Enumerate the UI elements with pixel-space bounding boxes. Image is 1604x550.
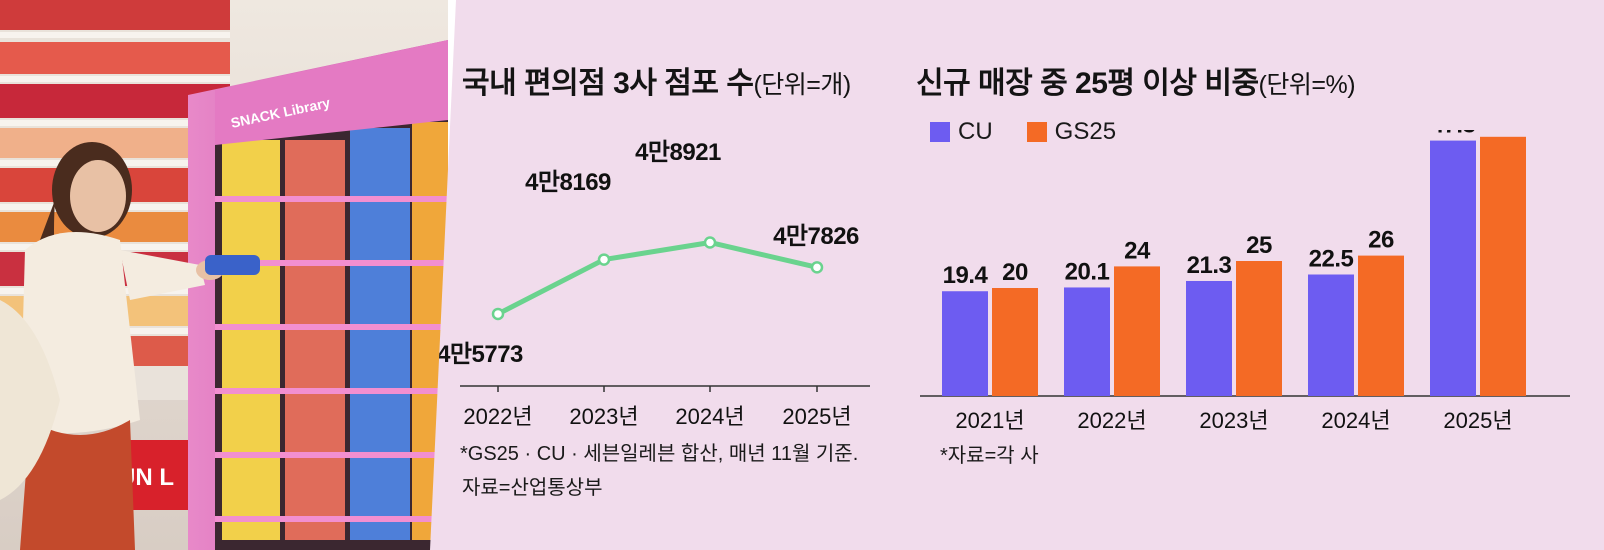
bar-x-label-1: 2022년 (1077, 408, 1146, 430)
bar-value-label-gs25-1: 24 (1124, 237, 1151, 264)
legend-label-gs25: GS25 (1054, 118, 1117, 145)
bar-cu-1 (1064, 287, 1110, 396)
snack-fixture: SNACK Library (188, 40, 448, 550)
line-value-label-1: 4만8169 (525, 169, 611, 196)
line-chart: 4만5773 4만8169 4만8921 4만7826 2022년 2023년 2024년 2… (437, 139, 870, 429)
bar-chart-unit: (단위=%) (1258, 71, 1356, 99)
line-point-2 (703, 236, 717, 249)
line-x-label-3: 2025년 (782, 404, 851, 429)
line-value-label-3: 4만7826 (773, 223, 859, 250)
bar-x-label-0: 2021년 (955, 408, 1024, 430)
bar-value-label-cu-4: 47.3 (1431, 130, 1476, 139)
bar-chart-title: 신규 매장 중 25평 이상 비중(단위=%) (916, 58, 1356, 102)
line-chart-note: *GS25 · CU · 세븐일레븐 합산, 매년 11월 기준. (460, 443, 859, 465)
line-value-label-2: 4만8921 (635, 139, 721, 166)
bar-chart-legend: CU GS25 (930, 118, 1116, 146)
bar-chart: 19.4 20 2021년 20.1 24 2022년 21.3 25 2023년 22.5 26 2… (920, 130, 1570, 430)
bar-value-label-gs25-2: 25 (1246, 232, 1272, 259)
bar-gs25-3 (1358, 255, 1404, 396)
line-value-label-0: 4만5773 (437, 341, 523, 368)
legend-label-cu: CU (958, 118, 993, 145)
line-chart-title-text: 국내 편의점 3사 점포 수 (462, 67, 754, 100)
bar-value-label-cu-3: 22.5 (1309, 246, 1354, 273)
bar-value-label-cu-2: 21.3 (1187, 252, 1232, 279)
shopper-figure (0, 142, 260, 550)
bar-cu-2 (1186, 280, 1232, 396)
store-photo: UN L SNACK Library (0, 0, 448, 550)
bar-value-label-gs25-0: 20 (1002, 259, 1028, 286)
line-x-label-1: 2023년 (569, 404, 638, 429)
bar-value-label-gs25-3: 26 (1368, 227, 1394, 254)
legend-swatch-gs25 (1026, 122, 1047, 142)
legend-swatch-cu (930, 122, 950, 142)
bar-cu-3 (1308, 274, 1354, 396)
infographic-panel: 국내 편의점 3사 점포 수(단위=개) 4만5773 4만8169 4만8921 4… (430, 0, 1604, 550)
line-point-3 (810, 261, 824, 274)
bar-chart-source: *자료=각 사 (940, 445, 1039, 467)
bar-x-label-3: 2024년 (1321, 408, 1390, 430)
bar-gs25-2 (1236, 261, 1282, 396)
bar-cu-0 (942, 291, 988, 396)
line-x-label-0: 2022년 (463, 404, 532, 429)
bar-chart-title-text: 신규 매장 중 25평 이상 비중 (916, 67, 1259, 100)
line-chart-source: 자료=산업통상부 (462, 477, 603, 499)
bar-gs25-4 (1480, 136, 1526, 397)
line-point-1 (597, 253, 611, 266)
line-x-label-2: 2024년 (675, 404, 744, 429)
bar-value-label-gs25-4: 48 (1490, 130, 1516, 135)
line-chart-unit: (단위=개) (753, 71, 851, 99)
bar-cu-4 (1430, 140, 1476, 396)
store-photo-illustration: UN L SNACK Library (0, 0, 448, 550)
line-chart-title: 국내 편의점 3사 점포 수(단위=개) (462, 58, 851, 102)
bar-x-label-4: 2025년 (1443, 408, 1512, 430)
line-series (495, 239, 820, 317)
bar-x-label-2: 2023년 (1199, 408, 1268, 430)
bar-gs25-1 (1114, 266, 1160, 396)
bar-value-label-cu-0: 19.4 (943, 262, 989, 289)
bar-gs25-0 (992, 288, 1038, 396)
bar-value-label-cu-1: 20.1 (1065, 258, 1110, 285)
line-point-0 (491, 307, 505, 321)
